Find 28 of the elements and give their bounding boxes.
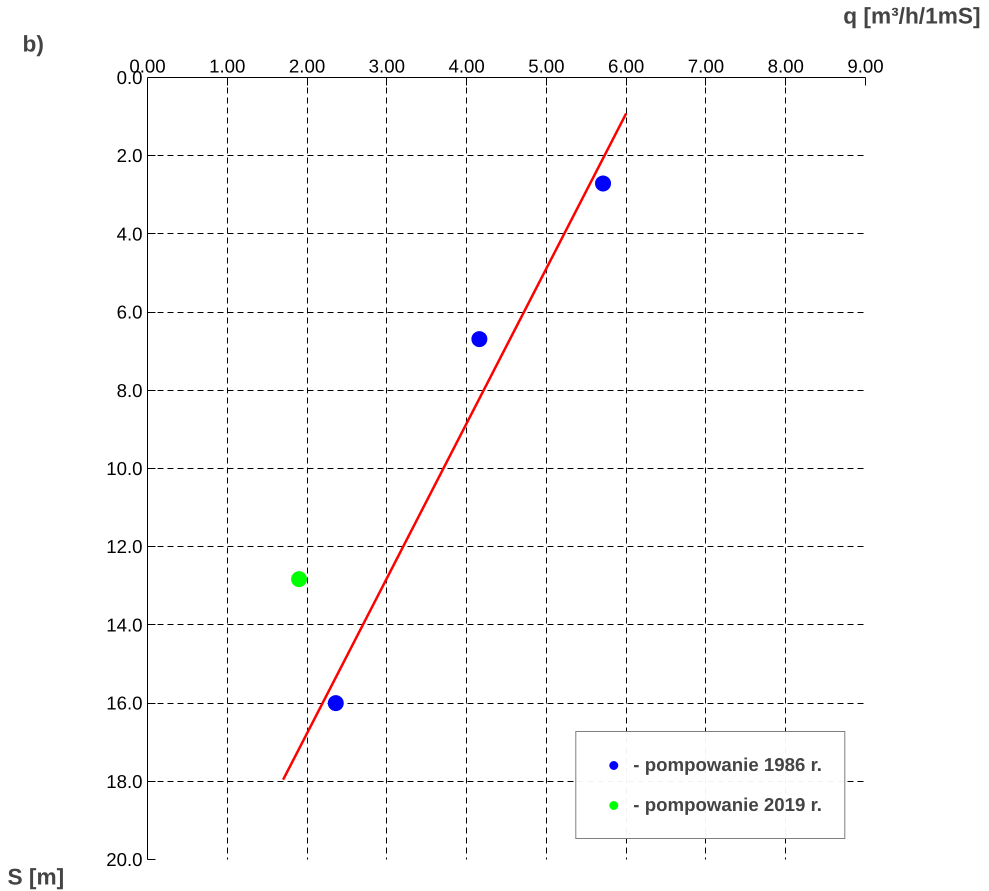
point (595, 175, 612, 192)
y-tick-label: 12.0 (106, 536, 142, 558)
y-tick-label: 8.0 (116, 380, 143, 401)
y-tick-label: 10.0 (106, 458, 142, 479)
x-axis-title: q [m³/h/1mS] (843, 2, 981, 28)
y-tick-label: 20.0 (106, 849, 142, 870)
y-tick-label: 4.0 (116, 223, 143, 244)
y-tick-label: 2.0 (116, 145, 143, 166)
x-tick-label: 1.00 (209, 56, 246, 76)
point (328, 695, 344, 712)
chart-title: b) (22, 30, 44, 56)
x-tick-label: 2.00 (288, 56, 326, 76)
x-tick-label: 6.00 (608, 56, 644, 76)
y-tick-label: 16.0 (106, 692, 142, 714)
y-tick-label: 14.0 (106, 614, 142, 636)
y-tick-label: 18.0 (106, 770, 142, 792)
x-tick-label: 7.00 (688, 56, 724, 76)
legend-label: - pompowanie 1986 r. (633, 754, 822, 776)
point (291, 571, 308, 588)
x-tick-label: 4.00 (448, 56, 485, 76)
point (471, 331, 488, 348)
y-axis-title: S [m] (8, 864, 64, 890)
x-tick-label: 9.00 (847, 56, 884, 76)
y-tick-label: 6.0 (116, 302, 143, 323)
x-tick-label: 8.00 (768, 56, 804, 76)
x-tick-label: 5.00 (528, 56, 565, 76)
x-tick-label: 3.00 (368, 56, 405, 76)
legend-label: - pompowanie 2019 r. (633, 794, 822, 816)
